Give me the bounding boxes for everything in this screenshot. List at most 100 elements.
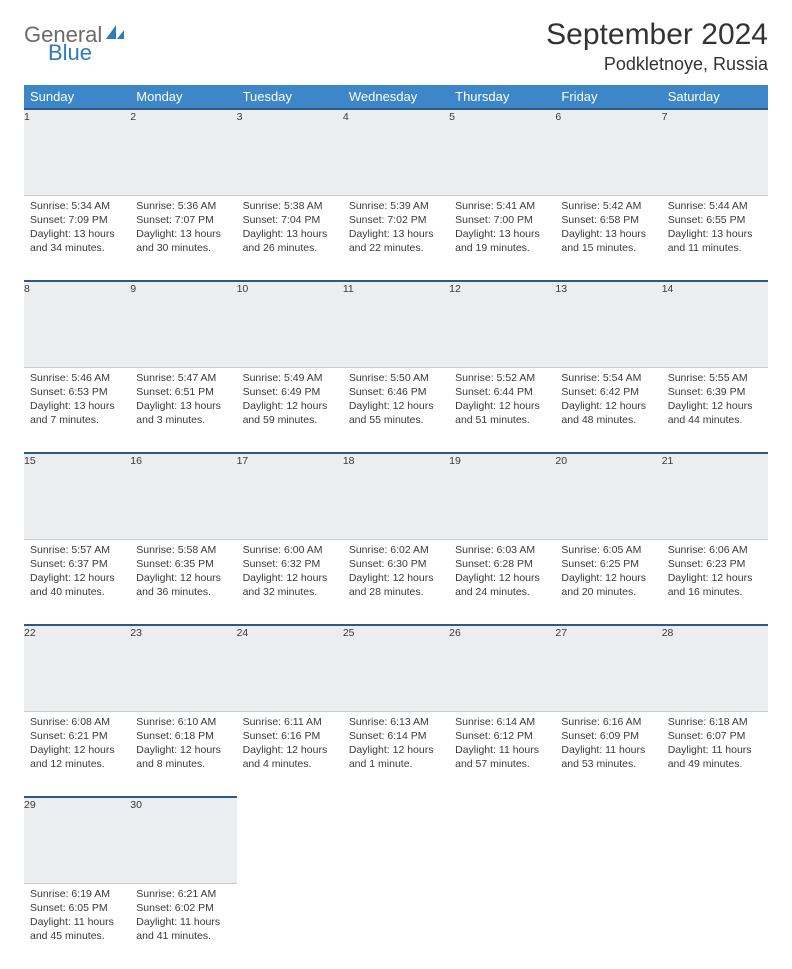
sunset-line: Sunset: 6:39 PM xyxy=(668,385,762,399)
day-number-cell: 11 xyxy=(343,281,449,367)
day-content-cell: Sunrise: 6:00 AMSunset: 6:32 PMDaylight:… xyxy=(237,539,343,625)
daylight-line: Daylight: 13 hours and 19 minutes. xyxy=(455,227,549,255)
sunrise-line: Sunrise: 5:49 AM xyxy=(243,371,337,385)
daylight-line: Daylight: 12 hours and 12 minutes. xyxy=(30,743,124,771)
day-content: Sunrise: 5:34 AMSunset: 7:09 PMDaylight:… xyxy=(24,196,130,262)
day-content: Sunrise: 6:21 AMSunset: 6:02 PMDaylight:… xyxy=(130,884,236,950)
day-number-cell: 2 xyxy=(130,109,236,195)
month-title: September 2024 xyxy=(546,18,768,52)
title-block: September 2024 Podkletnoye, Russia xyxy=(546,18,768,75)
sunset-line: Sunset: 6:12 PM xyxy=(455,729,549,743)
sunset-line: Sunset: 6:18 PM xyxy=(136,729,230,743)
day-content-cell: Sunrise: 5:52 AMSunset: 6:44 PMDaylight:… xyxy=(449,367,555,453)
day-number-cell: 14 xyxy=(662,281,768,367)
day-content-cell: Sunrise: 6:13 AMSunset: 6:14 PMDaylight:… xyxy=(343,711,449,797)
sunrise-line: Sunrise: 5:42 AM xyxy=(561,199,655,213)
daylight-line: Daylight: 12 hours and 16 minutes. xyxy=(668,571,762,599)
day-number-cell xyxy=(343,797,449,883)
day-content: Sunrise: 6:03 AMSunset: 6:28 PMDaylight:… xyxy=(449,540,555,606)
day-content-cell: Sunrise: 5:34 AMSunset: 7:09 PMDaylight:… xyxy=(24,195,130,281)
col-monday: Monday xyxy=(130,85,236,109)
sunset-line: Sunset: 6:23 PM xyxy=(668,557,762,571)
day-content: Sunrise: 6:02 AMSunset: 6:30 PMDaylight:… xyxy=(343,540,449,606)
daylight-line: Daylight: 12 hours and 28 minutes. xyxy=(349,571,443,599)
daylight-line: Daylight: 13 hours and 26 minutes. xyxy=(243,227,337,255)
day-content: Sunrise: 6:10 AMSunset: 6:18 PMDaylight:… xyxy=(130,712,236,778)
day-number-cell: 17 xyxy=(237,453,343,539)
daylight-line: Daylight: 13 hours and 15 minutes. xyxy=(561,227,655,255)
day-content-cell: Sunrise: 6:16 AMSunset: 6:09 PMDaylight:… xyxy=(555,711,661,797)
day-content-cell: Sunrise: 5:41 AMSunset: 7:00 PMDaylight:… xyxy=(449,195,555,281)
day-content: Sunrise: 6:18 AMSunset: 6:07 PMDaylight:… xyxy=(662,712,768,778)
daylight-line: Daylight: 12 hours and 8 minutes. xyxy=(136,743,230,771)
week-content-row: Sunrise: 5:57 AMSunset: 6:37 PM Daylight:… xyxy=(24,539,768,625)
daylight-line: Daylight: 12 hours and 59 minutes. xyxy=(243,399,337,427)
day-number-cell: 5 xyxy=(449,109,555,195)
daylight-line: Daylight: 12 hours and 51 minutes. xyxy=(455,399,549,427)
sunset-line: Sunset: 7:09 PM xyxy=(30,213,124,227)
day-number-cell: 13 xyxy=(555,281,661,367)
day-number-cell: 16 xyxy=(130,453,236,539)
day-content-cell: Sunrise: 5:54 AMSunset: 6:42 PMDaylight:… xyxy=(555,367,661,453)
day-content-cell: Sunrise: 5:46 AMSunset: 6:53 PMDaylight:… xyxy=(24,367,130,453)
daylight-line: Daylight: 12 hours and 24 minutes. xyxy=(455,571,549,599)
daylight-line: Daylight: 11 hours and 45 minutes. xyxy=(30,915,124,943)
day-number-cell: 24 xyxy=(237,625,343,711)
day-content: Sunrise: 5:46 AMSunset: 6:53 PMDaylight:… xyxy=(24,368,130,434)
sunrise-line: Sunrise: 5:39 AM xyxy=(349,199,443,213)
day-content-cell: Sunrise: 6:02 AMSunset: 6:30 PMDaylight:… xyxy=(343,539,449,625)
day-content: Sunrise: 5:36 AMSunset: 7:07 PMDaylight:… xyxy=(130,196,236,262)
sunrise-line: Sunrise: 5:57 AM xyxy=(30,543,124,557)
week-daynum-row: 891011121314 xyxy=(24,281,768,367)
daylight-line: Daylight: 13 hours and 30 minutes. xyxy=(136,227,230,255)
sunset-line: Sunset: 6:25 PM xyxy=(561,557,655,571)
sunset-line: Sunset: 6:44 PM xyxy=(455,385,549,399)
sunset-line: Sunset: 6:30 PM xyxy=(349,557,443,571)
day-number-cell: 25 xyxy=(343,625,449,711)
day-content-cell: Sunrise: 6:03 AMSunset: 6:28 PMDaylight:… xyxy=(449,539,555,625)
day-content: Sunrise: 5:38 AMSunset: 7:04 PMDaylight:… xyxy=(237,196,343,262)
day-content: Sunrise: 5:57 AMSunset: 6:37 PMDaylight:… xyxy=(24,540,130,606)
sunrise-line: Sunrise: 6:06 AM xyxy=(668,543,762,557)
day-content-cell: Sunrise: 5:58 AMSunset: 6:35 PMDaylight:… xyxy=(130,539,236,625)
daylight-line: Daylight: 13 hours and 11 minutes. xyxy=(668,227,762,255)
sunrise-line: Sunrise: 6:11 AM xyxy=(243,715,337,729)
week-daynum-row: 2930 xyxy=(24,797,768,883)
day-content: Sunrise: 6:00 AMSunset: 6:32 PMDaylight:… xyxy=(237,540,343,606)
sunrise-line: Sunrise: 6:19 AM xyxy=(30,887,124,901)
day-number-cell: 18 xyxy=(343,453,449,539)
day-number-cell: 30 xyxy=(130,797,236,883)
week-content-row: Sunrise: 6:19 AMSunset: 6:05 PMDaylight:… xyxy=(24,883,768,969)
day-content-cell: Sunrise: 5:49 AMSunset: 6:49 PMDaylight:… xyxy=(237,367,343,453)
day-number-cell: 15 xyxy=(24,453,130,539)
daylight-line: Daylight: 13 hours and 7 minutes. xyxy=(30,399,124,427)
sunrise-line: Sunrise: 5:34 AM xyxy=(30,199,124,213)
logo-sail-icon xyxy=(104,23,126,41)
sunrise-line: Sunrise: 5:47 AM xyxy=(136,371,230,385)
day-content-cell xyxy=(662,883,768,969)
sunset-line: Sunset: 6:37 PM xyxy=(30,557,124,571)
sunset-line: Sunset: 6:07 PM xyxy=(668,729,762,743)
day-content-cell: Sunrise: 6:19 AMSunset: 6:05 PMDaylight:… xyxy=(24,883,130,969)
daylight-line: Daylight: 13 hours and 34 minutes. xyxy=(30,227,124,255)
sunrise-line: Sunrise: 6:13 AM xyxy=(349,715,443,729)
sunset-line: Sunset: 6:53 PM xyxy=(30,385,124,399)
day-number-cell: 10 xyxy=(237,281,343,367)
day-number-cell: 28 xyxy=(662,625,768,711)
day-number-cell: 3 xyxy=(237,109,343,195)
calendar-body: 1234567Sunrise: 5:34 AMSunset: 7:09 PMDa… xyxy=(24,109,768,969)
sunrise-line: Sunrise: 6:16 AM xyxy=(561,715,655,729)
day-number-cell: 4 xyxy=(343,109,449,195)
sunrise-line: Sunrise: 5:50 AM xyxy=(349,371,443,385)
daylight-line: Daylight: 12 hours and 44 minutes. xyxy=(668,399,762,427)
day-content-cell: Sunrise: 5:36 AMSunset: 7:07 PMDaylight:… xyxy=(130,195,236,281)
day-content-cell: Sunrise: 6:08 AMSunset: 6:21 PMDaylight:… xyxy=(24,711,130,797)
sunrise-line: Sunrise: 5:44 AM xyxy=(668,199,762,213)
day-content: Sunrise: 6:19 AMSunset: 6:05 PMDaylight:… xyxy=(24,884,130,950)
day-number-cell xyxy=(662,797,768,883)
day-content: Sunrise: 5:54 AMSunset: 6:42 PMDaylight:… xyxy=(555,368,661,434)
day-content-cell xyxy=(237,883,343,969)
day-content-cell: Sunrise: 6:10 AMSunset: 6:18 PMDaylight:… xyxy=(130,711,236,797)
day-content-cell: Sunrise: 6:14 AMSunset: 6:12 PMDaylight:… xyxy=(449,711,555,797)
sunrise-line: Sunrise: 6:03 AM xyxy=(455,543,549,557)
